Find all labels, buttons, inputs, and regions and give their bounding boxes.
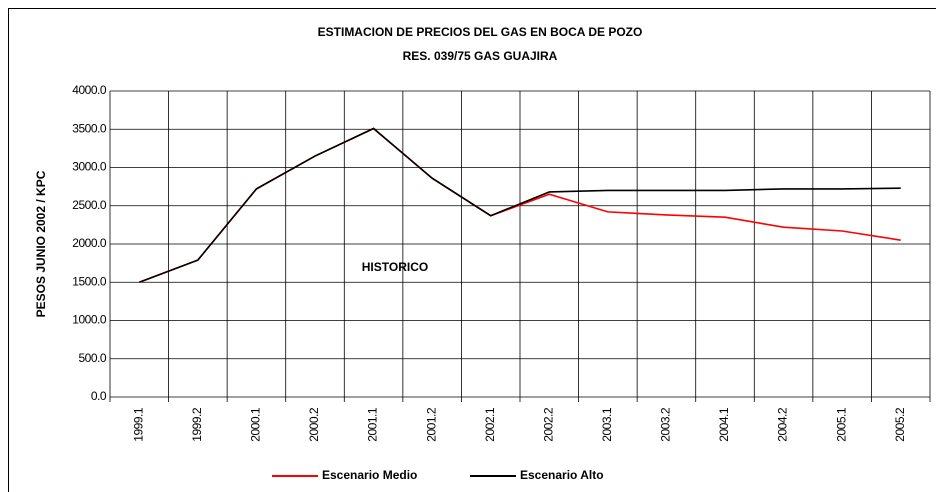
y-tick-label: 3000.0 xyxy=(72,160,107,174)
x-tick-label: 2001.1 xyxy=(366,407,380,442)
x-tick-label: 2004.1 xyxy=(717,407,731,442)
y-tick-label: 4000.0 xyxy=(72,83,107,97)
chart-title: ESTIMACION DE PRECIOS DEL GAS EN BOCA DE… xyxy=(318,25,643,39)
chart-subtitle: RES. 039/75 GAS GUAJIRA xyxy=(403,49,558,63)
x-tick-label: 2000.1 xyxy=(249,407,263,442)
y-tick-label: 1000.0 xyxy=(72,313,107,327)
x-tick-label: 2005.2 xyxy=(893,407,907,442)
chart-border xyxy=(8,8,936,492)
series-line xyxy=(139,127,901,283)
x-tick-label: 2005.1 xyxy=(834,407,848,442)
x-tick-label: 2002.2 xyxy=(541,407,555,442)
x-tick-label: 2003.2 xyxy=(659,407,673,442)
x-tick-label: 2004.2 xyxy=(776,407,790,442)
x-tick-label: 1999.1 xyxy=(131,407,145,442)
y-tick-label: 500.0 xyxy=(78,351,106,365)
x-tick-label: 1999.2 xyxy=(190,407,204,442)
x-tick-label: 2002.1 xyxy=(483,407,497,442)
legend-label: Escenario Alto xyxy=(520,468,604,482)
x-tick-label: 2003.1 xyxy=(600,407,614,442)
y-tick-label: 2500.0 xyxy=(72,198,107,212)
x-tick-label: 2000.2 xyxy=(307,407,321,442)
legend-label: Escenario Medio xyxy=(322,468,417,482)
annotation: HISTORICO xyxy=(362,260,428,274)
y-tick-label: 3500.0 xyxy=(72,121,107,135)
x-tick-label: 2001.2 xyxy=(424,407,438,442)
y-axis-label: PESOS JUNIO 2002 / KPC xyxy=(34,170,48,317)
y-tick-label: 1500.0 xyxy=(72,274,107,288)
y-tick-label: 0.0 xyxy=(91,389,107,403)
y-tick-label: 2000.0 xyxy=(72,236,107,250)
